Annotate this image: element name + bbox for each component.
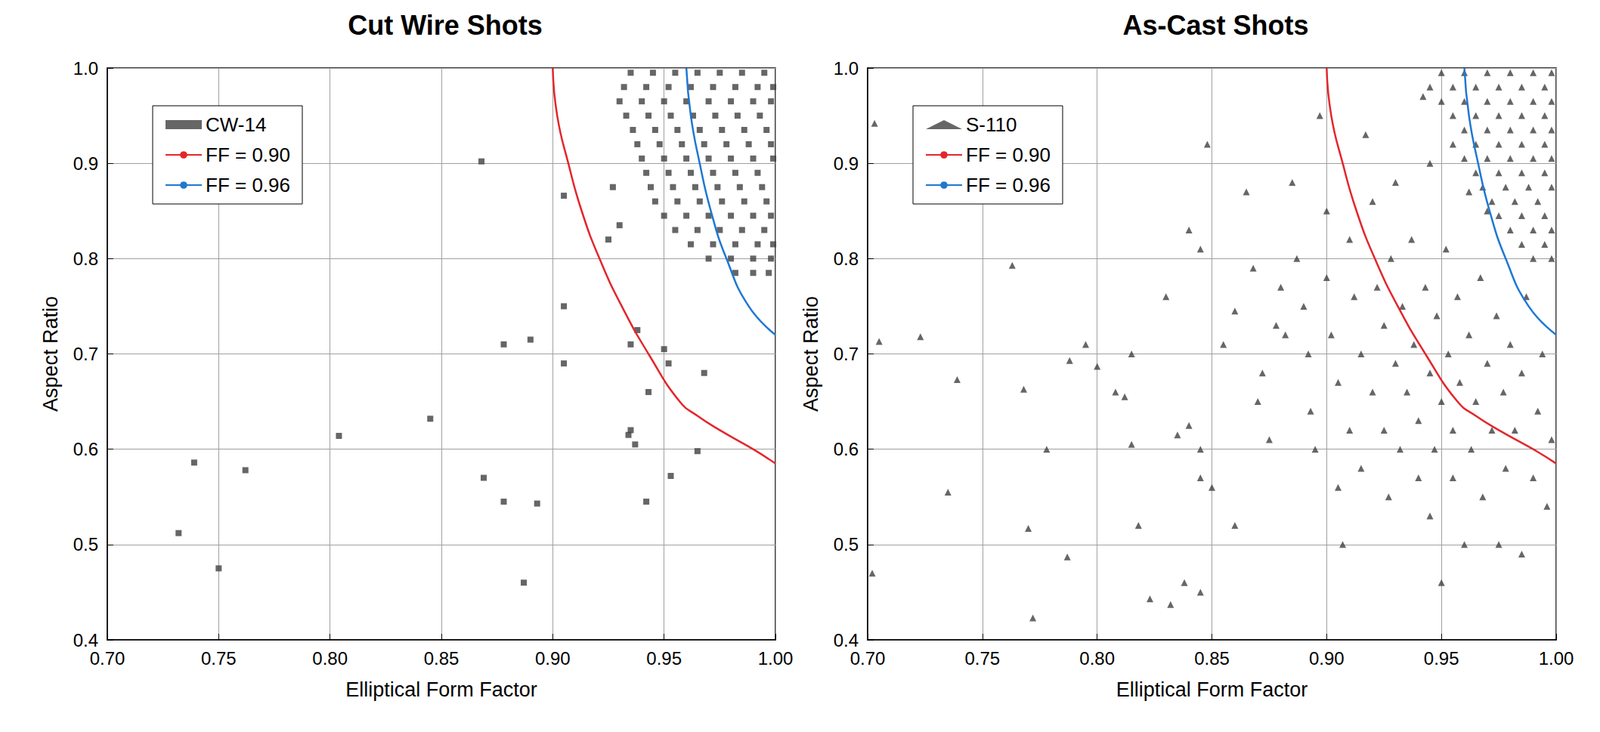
svg-text:Aspect Ratio: Aspect Ratio <box>39 296 62 412</box>
svg-text:0.6: 0.6 <box>73 439 99 460</box>
svg-text:0.7: 0.7 <box>73 343 99 365</box>
svg-text:Elliptical Form Factor: Elliptical Form Factor <box>1116 678 1309 702</box>
svg-text:0.90: 0.90 <box>535 648 571 669</box>
svg-text:0.9: 0.9 <box>833 153 859 174</box>
svg-text:Aspect Ratio: Aspect Ratio <box>799 296 823 412</box>
svg-text:1.00: 1.00 <box>758 648 794 669</box>
svg-text:0.80: 0.80 <box>312 648 348 669</box>
svg-text:Cut Wire Shots: Cut Wire Shots <box>347 9 543 41</box>
svg-text:As-Cast Shots: As-Cast Shots <box>1122 9 1309 41</box>
svg-text:S-110: S-110 <box>965 113 1017 137</box>
svg-text:0.4: 0.4 <box>833 630 859 651</box>
svg-text:0.8: 0.8 <box>73 248 99 270</box>
svg-text:0.75: 0.75 <box>201 648 237 669</box>
svg-text:CW-14: CW-14 <box>205 113 267 137</box>
svg-text:FF = 0.90: FF = 0.90 <box>965 143 1051 167</box>
svg-text:0.6: 0.6 <box>833 439 859 460</box>
svg-text:0.70: 0.70 <box>850 648 886 669</box>
svg-text:0.8: 0.8 <box>833 248 859 270</box>
svg-text:FF = 0.96: FF = 0.96 <box>965 173 1051 197</box>
svg-text:0.85: 0.85 <box>1194 648 1230 669</box>
svg-text:0.9: 0.9 <box>73 153 99 174</box>
svg-text:0.95: 0.95 <box>1423 648 1460 669</box>
svg-text:0.7: 0.7 <box>833 343 859 365</box>
svg-text:FF = 0.90: FF = 0.90 <box>205 143 291 167</box>
svg-text:0.95: 0.95 <box>646 648 682 669</box>
svg-text:Elliptical Form Factor: Elliptical Form Factor <box>345 678 538 702</box>
svg-text:0.90: 0.90 <box>1309 648 1345 669</box>
svg-text:FF = 0.96: FF = 0.96 <box>205 173 291 197</box>
svg-text:1.00: 1.00 <box>1538 648 1575 669</box>
svg-text:0.5: 0.5 <box>73 534 99 555</box>
svg-text:0.75: 0.75 <box>964 648 1000 669</box>
svg-text:0.70: 0.70 <box>89 648 126 669</box>
svg-text:0.5: 0.5 <box>833 534 859 555</box>
svg-text:1.0: 1.0 <box>73 58 99 79</box>
svg-text:0.4: 0.4 <box>73 630 99 651</box>
svg-text:1.0: 1.0 <box>833 58 859 79</box>
svg-text:0.80: 0.80 <box>1079 648 1115 669</box>
svg-text:0.85: 0.85 <box>423 648 460 669</box>
